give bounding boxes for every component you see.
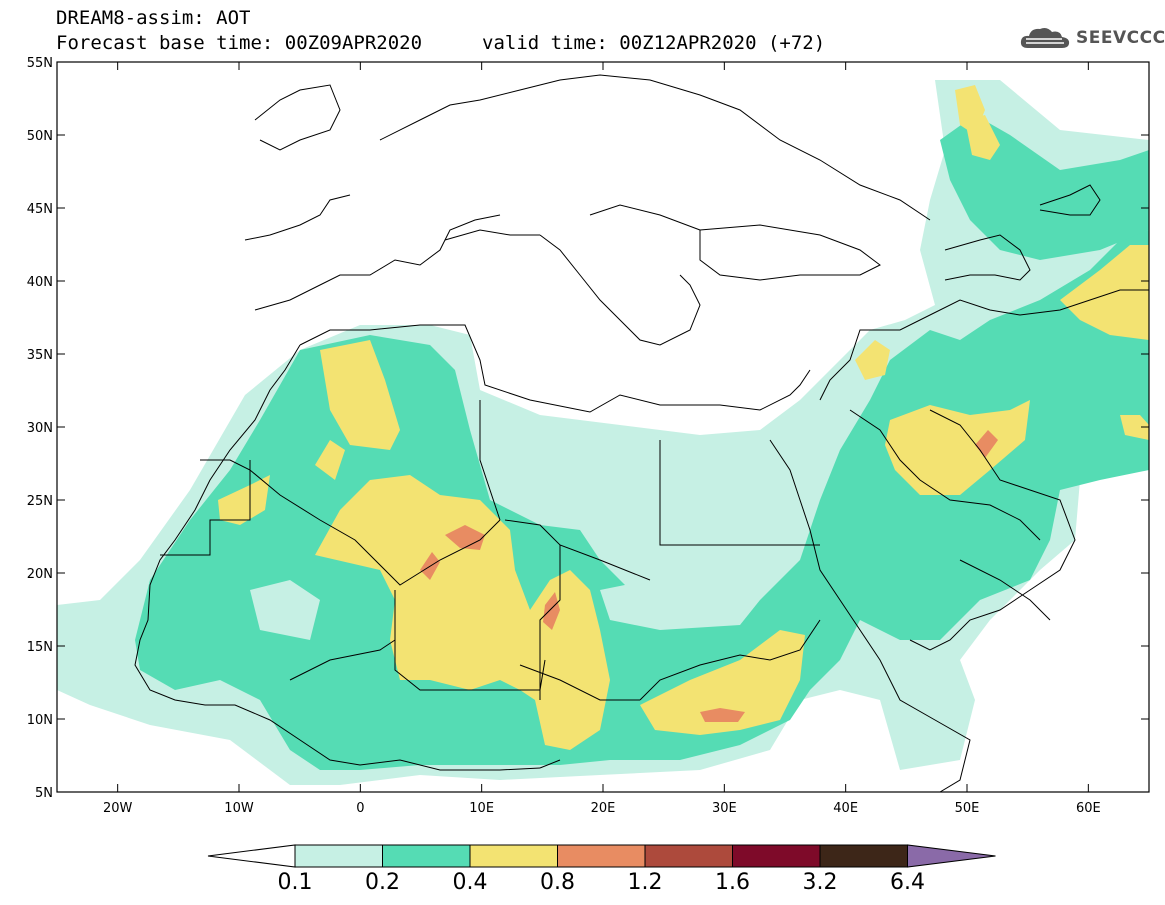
lon-tick-label: 40E (833, 801, 858, 816)
colorbar-level-label: 1.6 (715, 870, 750, 895)
aot-band-0.8 (445, 525, 485, 550)
colorbar-level-label: 0.2 (365, 870, 400, 895)
aot-band-0.8 (700, 708, 745, 722)
lon-tick-label: 30E (712, 801, 737, 816)
lat-tick-label: 30N (27, 421, 53, 436)
colorbar-level-label: 0.8 (540, 870, 575, 895)
lon-tick-label: 20E (591, 801, 616, 816)
lat-tick-label: 10N (27, 713, 53, 728)
colorbar-under-arrow (207, 844, 296, 868)
colorbar-level-label: 0.1 (277, 870, 313, 895)
colorbar-segment (294, 844, 383, 868)
aot-band-0.4 (640, 630, 805, 735)
colorbar-level-label: 6.4 (890, 870, 925, 895)
valid-time: valid time: 00Z12APR2020 (+72) (482, 32, 826, 54)
aot-band-0.4 (965, 115, 1000, 160)
seevccc-logo: SEEVCCC (1018, 24, 1165, 52)
aot-band-0.4 (320, 340, 400, 450)
lon-tick-label: 20W (103, 801, 133, 816)
colorbar-level-label: 1.2 (627, 870, 663, 895)
coastlines (134, 74, 1149, 792)
lat-tick-label: 35N (27, 348, 53, 363)
lat-tick-label: 55N (27, 56, 53, 71)
aot-band-0.4 (1120, 415, 1149, 440)
lat-tick-label: 25N (27, 494, 53, 509)
aot-band-0.4 (885, 400, 1030, 495)
aot-band-0.4 (315, 475, 610, 750)
lon-tick-label: 50E (955, 801, 980, 816)
lat-tick-label: 15N (27, 640, 53, 655)
aot-band-0.2 (135, 230, 1149, 770)
colorbar-level-label: 3.2 (802, 870, 838, 895)
lat-tick-label: 50N (27, 129, 53, 144)
aot-band-0.8 (543, 592, 560, 630)
colorbar-segment (732, 844, 821, 868)
colorbar-segment (644, 844, 733, 868)
colorbar-level-label: 0.4 (452, 870, 488, 895)
cloud-icon (1020, 28, 1070, 48)
longitude-ticks: 20W 10W 0 10E 20E 30E 40E 50E 60E (103, 62, 1101, 816)
latitude-ticks: 5N 10N 15N 20N 25N 30N 35N 40N 45N 50N 55N (27, 56, 1149, 801)
aot-band-0.4 (218, 475, 270, 525)
colorbar-over-arrow (907, 844, 996, 868)
lat-tick-label: 5N (35, 786, 53, 801)
lat-tick-label: 45N (27, 202, 53, 217)
lon-tick-label: 10E (469, 801, 494, 816)
aot-shading (57, 80, 1149, 785)
colorbar-segment (819, 844, 908, 868)
forecast-base-time: Forecast base time: 00Z09APR2020 (56, 32, 423, 54)
lon-tick-label: 10W (224, 801, 254, 816)
aot-band-0.4 (1060, 245, 1149, 340)
aot-band-0.4 (855, 340, 890, 380)
colorbar (207, 844, 996, 868)
colorbar-segment (469, 844, 558, 868)
colorbar-segment (382, 844, 471, 868)
aot-band-0.4 (315, 440, 345, 480)
colorbar-segment (557, 844, 646, 868)
lon-tick-label: 60E (1076, 801, 1101, 816)
lat-tick-label: 40N (27, 275, 53, 290)
logo-text: SEEVCCC (1076, 28, 1165, 48)
map-title: DREAM8-assim: AOT (56, 7, 251, 29)
lon-tick-label: 0 (356, 801, 364, 816)
lat-tick-label: 20N (27, 567, 53, 582)
